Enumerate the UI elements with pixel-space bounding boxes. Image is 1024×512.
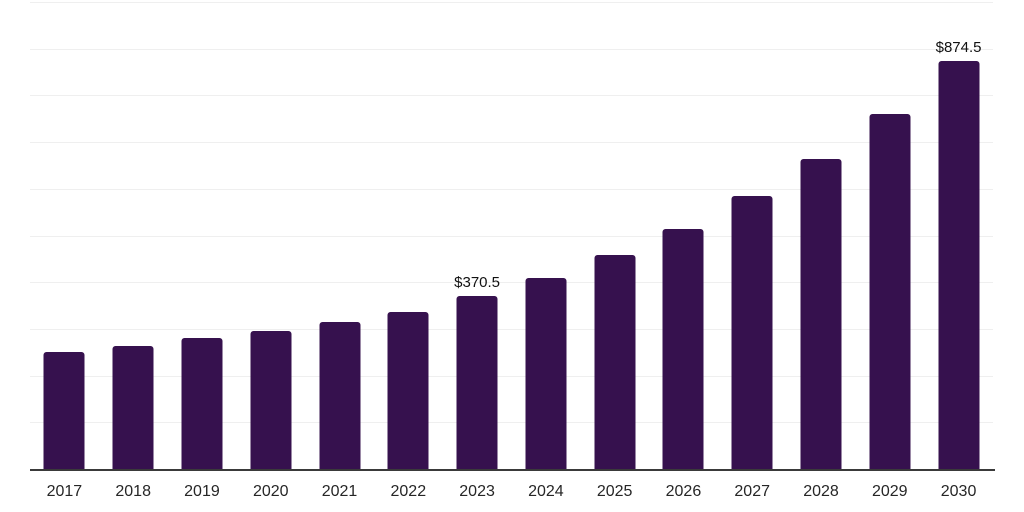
bar-2024 xyxy=(525,278,567,469)
bar-2018 xyxy=(112,345,154,469)
bar-2028 xyxy=(800,159,842,469)
x-tick-2025: 2025 xyxy=(596,483,633,500)
x-tick-2023: 2023 xyxy=(459,483,495,500)
bar-2021 xyxy=(319,321,361,469)
x-tick-2029: 2029 xyxy=(871,483,908,500)
gridline-300 xyxy=(30,328,993,330)
gridline-500 xyxy=(30,235,993,237)
band-2021 xyxy=(305,0,374,469)
x-tick-2024: 2024 xyxy=(528,483,564,500)
bar-2027 xyxy=(731,195,773,469)
band-2030: $874.5 xyxy=(924,0,993,469)
bar-2029 xyxy=(869,114,911,469)
band-2022 xyxy=(374,0,443,469)
gridline-800 xyxy=(30,95,993,97)
band-2020 xyxy=(236,0,305,469)
x-axis-labels: 2017 2018 2019 2020 2021 2022 2023 2024 2025 2026… xyxy=(30,483,993,501)
bar-2026 xyxy=(662,228,704,469)
x-tick-2022: 2022 xyxy=(390,483,427,500)
band-2027 xyxy=(718,0,787,469)
x-axis-line xyxy=(30,469,995,471)
bar-2025 xyxy=(594,255,636,469)
bar-2020 xyxy=(250,331,292,469)
bar-2030 xyxy=(938,60,980,469)
x-tick-2019: 2019 xyxy=(184,483,220,500)
x-tick-2017: 2017 xyxy=(46,483,83,500)
data-label-2023: $370.5 xyxy=(454,273,501,291)
bar-2019 xyxy=(181,338,223,469)
bar-2023 xyxy=(456,295,498,469)
gridline-700 xyxy=(30,142,993,144)
x-tick-2030: 2030 xyxy=(940,483,977,500)
gridline-200 xyxy=(30,375,993,377)
band-2017 xyxy=(30,0,99,469)
band-2026 xyxy=(649,0,718,469)
band-2028 xyxy=(787,0,856,469)
gridline-400 xyxy=(30,282,993,284)
band-2018 xyxy=(99,0,168,469)
bar-2022 xyxy=(387,312,429,469)
band-2019 xyxy=(168,0,237,469)
plot-area: $370.5 $874.5 2017 2018 2019 2020 2021 2022 202… xyxy=(30,0,995,512)
x-tick-2027: 2027 xyxy=(734,483,770,500)
band-2025 xyxy=(580,0,649,469)
gridline-1000 xyxy=(30,2,993,3)
gridline-900 xyxy=(30,48,993,50)
bars-container: $370.5 $874.5 xyxy=(30,0,993,469)
x-tick-2026: 2026 xyxy=(665,483,702,500)
gridline-100 xyxy=(30,422,993,424)
x-tick-2020: 2020 xyxy=(252,483,289,500)
band-2029 xyxy=(855,0,924,469)
data-label-2030: $874.5 xyxy=(935,38,982,56)
bar-2017 xyxy=(43,351,85,469)
gridline-600 xyxy=(30,188,993,190)
x-tick-2018: 2018 xyxy=(115,483,151,500)
x-tick-2021: 2021 xyxy=(321,483,358,500)
band-2024 xyxy=(511,0,580,469)
x-tick-2028: 2028 xyxy=(803,483,839,500)
band-2023: $370.5 xyxy=(443,0,512,469)
